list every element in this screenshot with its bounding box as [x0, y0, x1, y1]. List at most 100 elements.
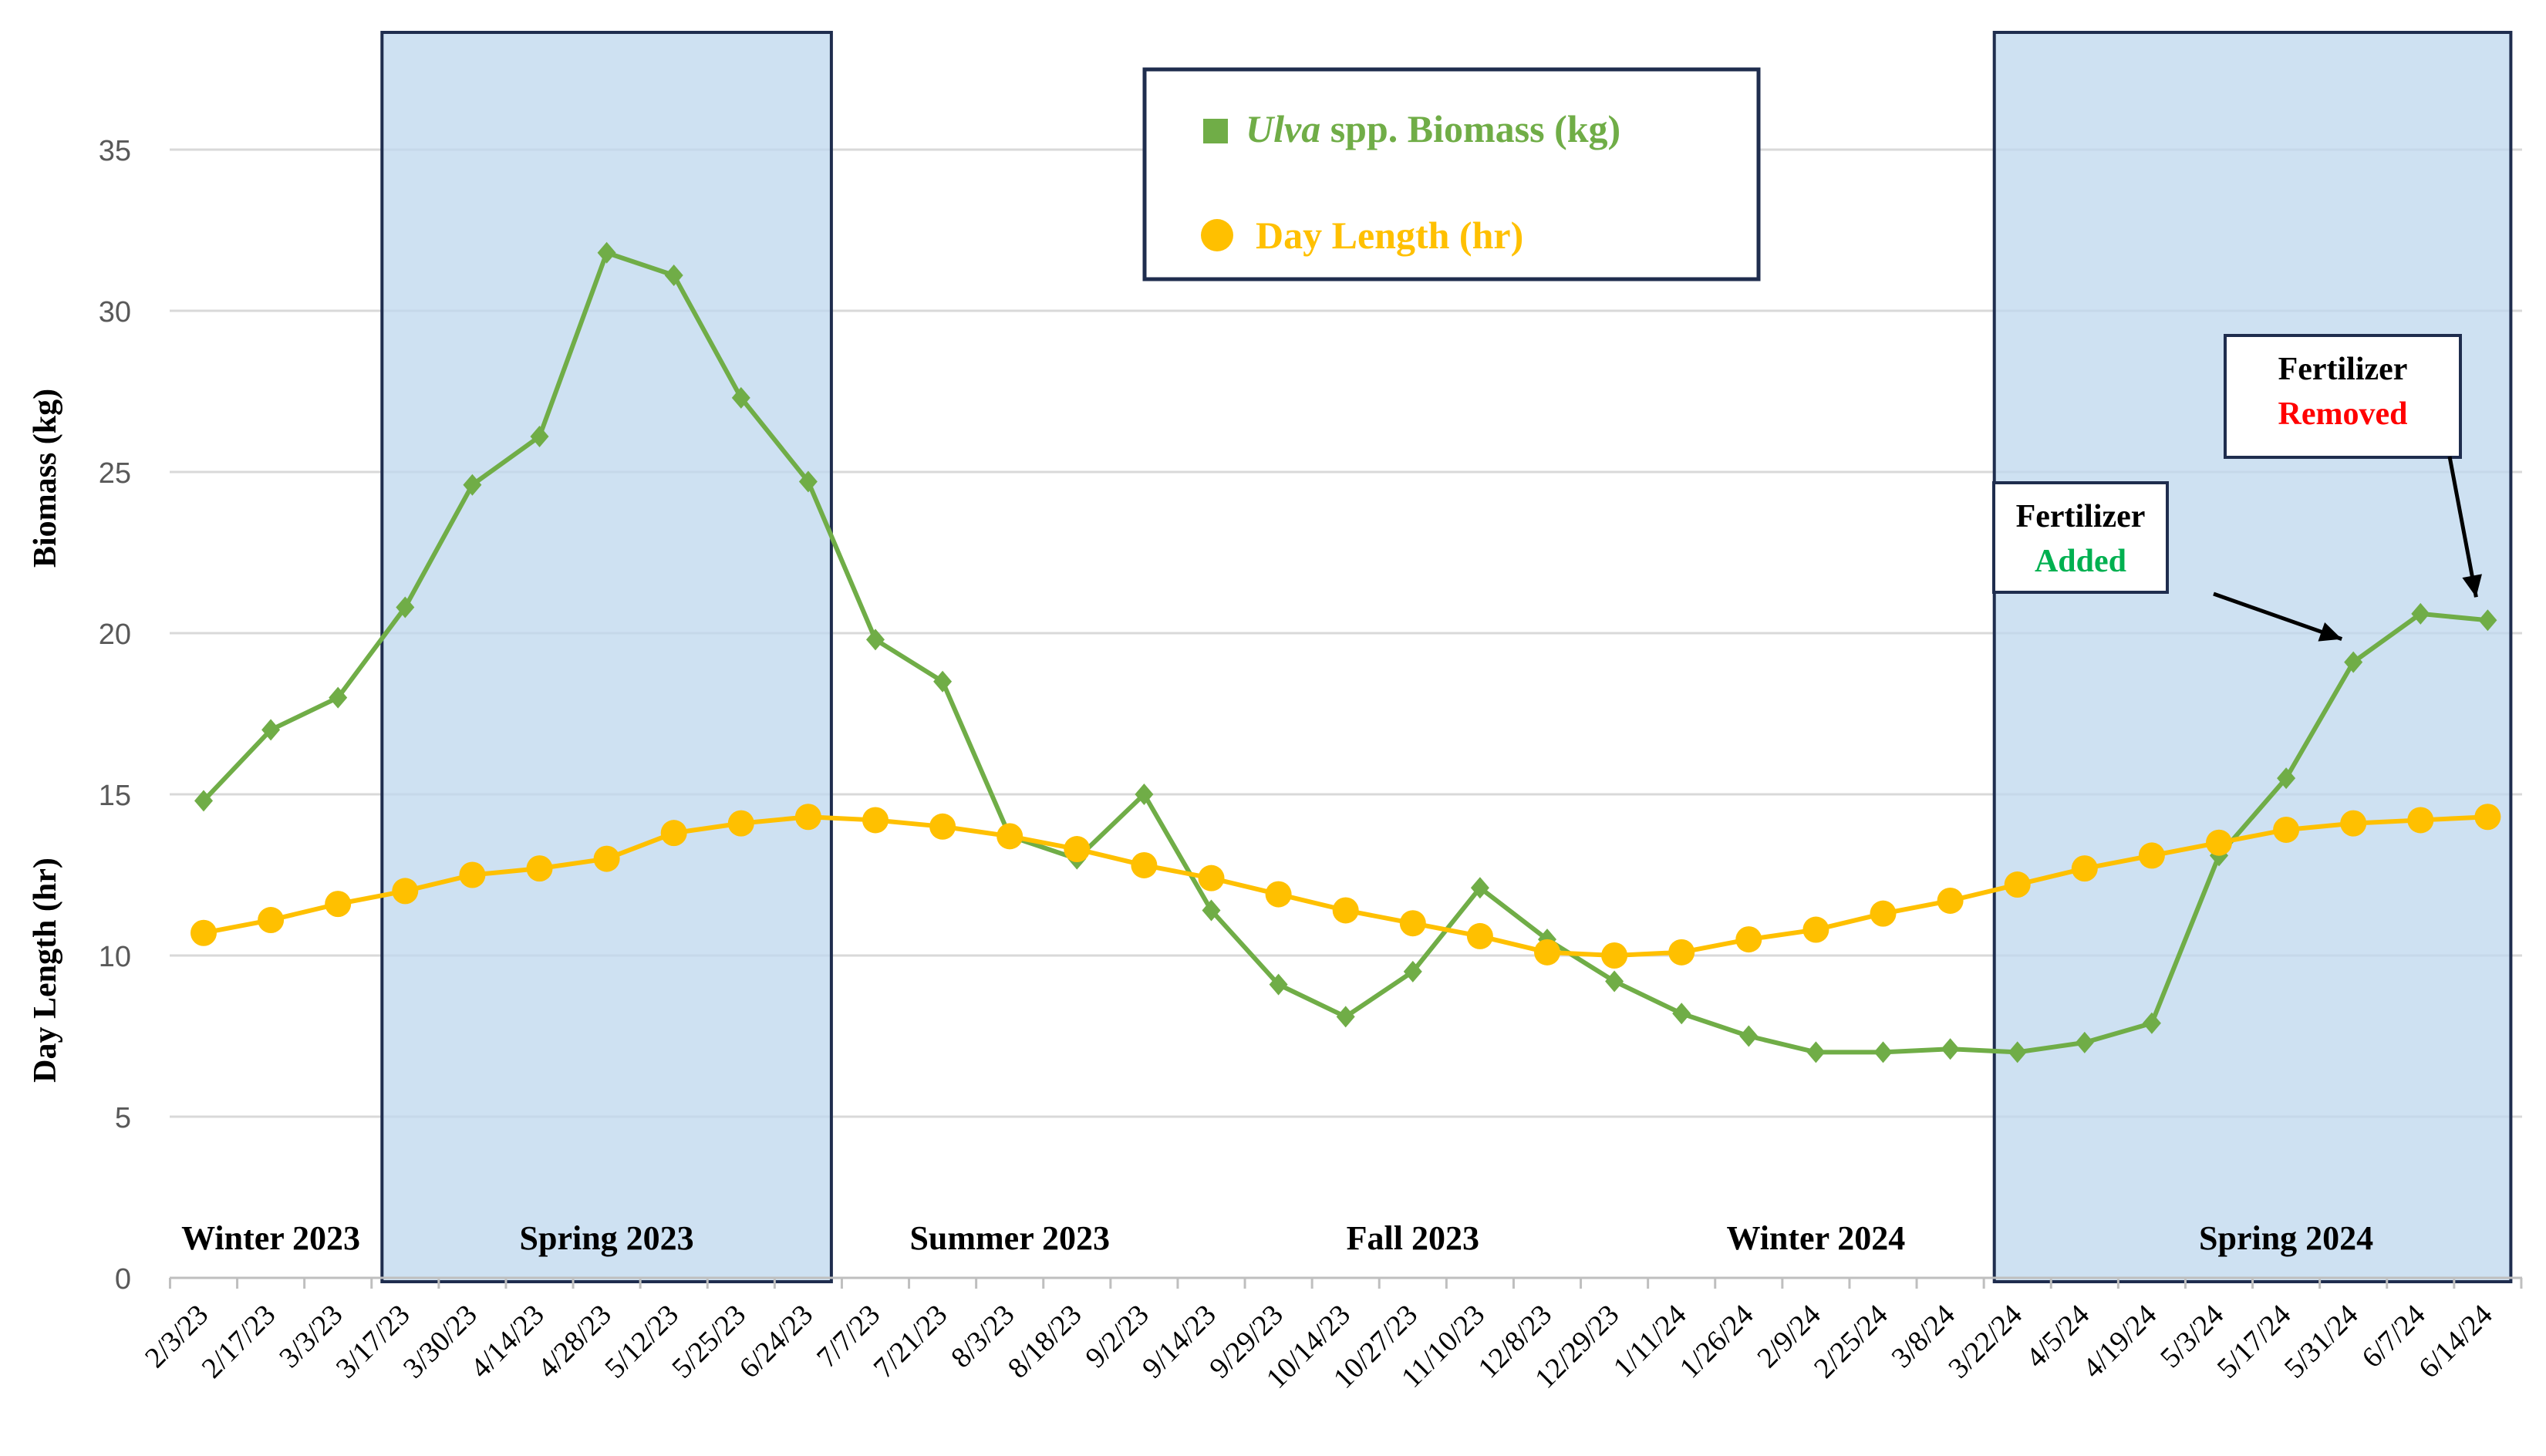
biomass-point — [2277, 767, 2296, 790]
biomass-point — [1672, 1003, 1691, 1025]
day-length-point — [1534, 939, 1560, 966]
legend-label-day-length: Day Length (hr) — [1256, 214, 1523, 257]
x-tick-label: 3/22/24 — [1942, 1299, 2028, 1385]
day-length-point — [593, 845, 620, 872]
y-tick-label: 15 — [99, 780, 131, 812]
biomass-point — [597, 241, 616, 264]
biomass-point — [1739, 1025, 1759, 1047]
x-tick-label: 6/14/24 — [2413, 1299, 2499, 1385]
day-length-point — [258, 907, 285, 934]
annotation-arrowhead — [2318, 622, 2342, 642]
legend-marker-biomass — [1203, 119, 1228, 143]
biomass-point — [1269, 973, 1288, 996]
annotation-arrow — [2213, 592, 2343, 641]
x-tick-label: 3/30/23 — [397, 1299, 484, 1385]
day-length-point — [2340, 810, 2367, 837]
biomass-point — [798, 470, 818, 493]
season-highlight-bands — [380, 31, 2513, 1283]
day-length-point — [794, 804, 821, 831]
x-tick-label: 4/28/23 — [531, 1299, 618, 1385]
annotation-box — [1992, 481, 2169, 594]
day-length-point — [526, 855, 553, 882]
biomass-point — [194, 790, 213, 812]
day-length-point — [2206, 829, 2232, 856]
annotation-line2: Added — [2035, 544, 2126, 579]
biomass-point — [1336, 1006, 1355, 1028]
day-length-point — [2474, 804, 2501, 831]
y-tick-label: 30 — [99, 296, 131, 329]
y-tick-label: 20 — [99, 618, 131, 651]
biomass-point — [1202, 899, 1221, 922]
day-length-point — [2138, 842, 2165, 869]
biomass-point — [2344, 651, 2363, 673]
biomass-point — [1806, 1041, 1826, 1063]
season-label: Winter 2024 — [1726, 1219, 1905, 1257]
x-tick-label: 8/18/23 — [1002, 1299, 1088, 1385]
x-tick-label: 5/12/23 — [599, 1299, 685, 1385]
legend-label-biomass: Ulva spp. Biomass (kg) — [1246, 107, 1620, 150]
x-tick-label: 1/26/24 — [1674, 1299, 1760, 1385]
y-axis-title-day-length: Day Length (hr) — [28, 858, 63, 1083]
day-length-point — [1601, 942, 1628, 969]
x-tick-label: 5/17/24 — [2211, 1299, 2298, 1385]
annotation-line2: Removed — [2278, 396, 2408, 432]
day-length-point — [1399, 910, 1426, 937]
x-tick-label: 4/14/23 — [464, 1299, 551, 1385]
day-length-point — [2004, 871, 2031, 898]
y-tick-label: 0 — [115, 1263, 131, 1296]
x-tick-label: 5/31/24 — [2278, 1299, 2365, 1385]
biomass-point — [1605, 970, 1624, 993]
day-length-point — [1870, 900, 1897, 927]
y-tick-label: 35 — [99, 135, 131, 167]
legend-box — [1142, 67, 1761, 281]
season-label: Spring 2023 — [520, 1219, 694, 1257]
biomass-point — [463, 474, 482, 496]
day-length-point — [2071, 855, 2098, 882]
biomass-point — [1470, 877, 1489, 899]
day-length-point — [1735, 926, 1762, 953]
day-length-point — [1265, 881, 1292, 908]
biomass-point — [664, 265, 683, 287]
day-length-point — [2407, 807, 2434, 834]
day-length-point — [2273, 816, 2300, 843]
annotation-line1: Fertilizer — [2016, 499, 2146, 534]
biomass-point — [2478, 609, 2497, 632]
x-tick-label: 2/25/24 — [1808, 1299, 1894, 1385]
x-tick-label: 6/24/23 — [733, 1299, 819, 1385]
y-tick-label: 10 — [99, 941, 131, 973]
biomass-point — [866, 629, 885, 651]
day-length-point — [1332, 897, 1359, 924]
biomass-point — [2411, 602, 2430, 625]
season-label: Spring 2024 — [2199, 1219, 2373, 1257]
biomass-point — [530, 426, 549, 448]
season-label: Winter 2023 — [181, 1219, 360, 1257]
series-markers — [191, 241, 2501, 1063]
biomass-point — [396, 596, 415, 618]
legend: Ulva spp. Biomass (kg) Day Length (hr) — [1142, 67, 1761, 281]
annotation-box — [2224, 334, 2462, 459]
season-label: Summer 2023 — [909, 1219, 1110, 1257]
day-length-point — [1466, 922, 1493, 949]
day-length-point — [191, 919, 217, 946]
season-highlight-band — [380, 31, 833, 1283]
biomass-point — [1403, 960, 1422, 982]
x-tick-label: 9/14/23 — [1136, 1299, 1222, 1385]
y-axis-title-biomass: Biomass (kg) — [28, 389, 63, 568]
x-tick-label: 1/11/24 — [1607, 1299, 1693, 1384]
day-length-point — [1802, 916, 1829, 943]
day-length-point — [1937, 887, 1964, 914]
x-tick-label: 7/21/23 — [868, 1299, 954, 1385]
y-tick-label: 25 — [99, 457, 131, 490]
y-tick-label: 5 — [115, 1102, 131, 1134]
biomass-point — [2075, 1031, 2094, 1053]
day-length-point — [862, 807, 889, 834]
annotation-arrow — [2447, 456, 2478, 598]
x-tick-label: 4/19/24 — [2076, 1299, 2163, 1385]
biomass-point — [1135, 784, 1154, 805]
season-highlight-band — [1992, 31, 2513, 1283]
biomass-point — [933, 670, 953, 693]
x-tick-label: 2/17/23 — [196, 1299, 282, 1385]
day-length-point — [660, 820, 687, 847]
legend-marker-day-length — [1201, 219, 1233, 251]
